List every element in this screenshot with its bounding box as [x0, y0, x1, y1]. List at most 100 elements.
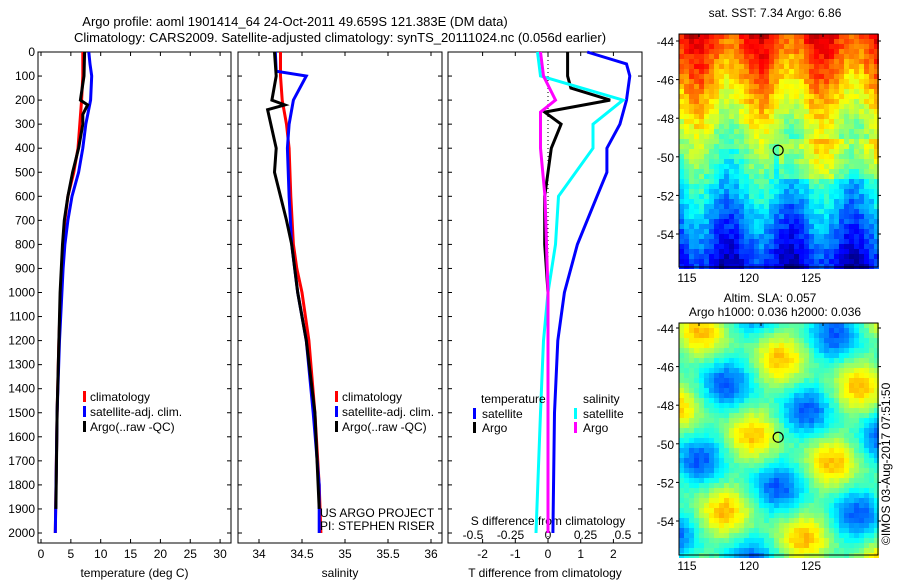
map-cell: [809, 174, 814, 179]
map-cell: [719, 169, 724, 174]
map-cell: [769, 523, 774, 528]
map-cell: [679, 408, 684, 413]
lat-tick-label: -48: [657, 399, 675, 413]
map-cell: [789, 488, 794, 493]
map-cell: [864, 433, 869, 438]
map-cell: [774, 219, 779, 224]
map-cell: [699, 413, 704, 418]
map-cell: [844, 433, 849, 438]
map-cell: [749, 134, 754, 139]
map-cell: [769, 204, 774, 209]
x-tick-label: 5: [68, 547, 75, 561]
map-cell: [714, 338, 719, 343]
map-cell: [869, 458, 874, 463]
map-cell: [854, 428, 859, 433]
map-cell: [774, 448, 779, 453]
map-cell: [869, 149, 874, 154]
map-cell: [834, 214, 839, 219]
map-title: Altim. SLA: 0.057: [724, 291, 817, 305]
map-cell: [699, 518, 704, 523]
map-cell: [774, 59, 779, 64]
map-cell: [774, 214, 779, 219]
map-cell: [694, 124, 699, 129]
map-cell: [744, 513, 749, 518]
map-cell: [864, 348, 869, 353]
map-cell: [869, 189, 874, 194]
map-cell: [854, 533, 859, 538]
map-cell: [779, 518, 784, 523]
map-cell: [839, 513, 844, 518]
map-cell: [734, 209, 739, 214]
map-cell: [709, 224, 714, 229]
map-cell: [859, 49, 864, 54]
y-tick-label: 1400: [8, 382, 35, 396]
map-cell: [689, 383, 694, 388]
map-cell: [844, 59, 849, 64]
map-cell: [719, 433, 724, 438]
map-cell: [699, 508, 704, 513]
map-cell: [704, 448, 709, 453]
map-cell: [739, 49, 744, 54]
map-cell: [734, 463, 739, 468]
map-cell: [734, 458, 739, 463]
map-cell: [819, 229, 824, 234]
map-cell: [719, 159, 724, 164]
map-cell: [854, 69, 859, 74]
map-cell: [709, 528, 714, 533]
map-cell: [734, 393, 739, 398]
map-cell: [799, 254, 804, 259]
map-cell: [864, 418, 869, 423]
map-cell: [759, 259, 764, 264]
map-cell: [844, 254, 849, 259]
map-cell: [819, 473, 824, 478]
map-cell: [819, 503, 824, 508]
map-cell: [754, 254, 759, 259]
map-cell: [854, 478, 859, 483]
map-cell: [694, 398, 699, 403]
map-cell: [819, 438, 824, 443]
map-cell: [689, 333, 694, 338]
lat-tick-label: -48: [657, 112, 675, 126]
map-cell: [699, 44, 704, 49]
x2-tick-label: -0.25: [497, 528, 525, 542]
map-cell: [719, 259, 724, 264]
map-cell: [834, 403, 839, 408]
map-cell: [759, 44, 764, 49]
map-cell: [724, 503, 729, 508]
map-cell: [729, 433, 734, 438]
map-cell: [834, 209, 839, 214]
map-cell: [724, 493, 729, 498]
series-line-satellite-adj-clim-: [273, 51, 321, 533]
map-cell: [759, 488, 764, 493]
map-cell: [689, 498, 694, 503]
map-cell: [869, 224, 874, 229]
map-cell: [764, 189, 769, 194]
map-cell: [679, 79, 684, 84]
map-cell: [729, 373, 734, 378]
map-cell: [714, 174, 719, 179]
map-cell: [799, 338, 804, 343]
map-cell: [874, 239, 879, 244]
map-cell: [804, 249, 809, 254]
map-cell: [859, 54, 864, 59]
map-cell: [684, 114, 689, 119]
map-cell: [709, 249, 714, 254]
map-cell: [814, 109, 819, 114]
map-cell: [829, 508, 834, 513]
map-cell: [794, 69, 799, 74]
map-cell: [804, 388, 809, 393]
map-cell: [719, 363, 724, 368]
map-cell: [689, 124, 694, 129]
map-cell: [774, 189, 779, 194]
map-cell: [694, 234, 699, 239]
map-cell: [754, 194, 759, 199]
map-cell: [809, 413, 814, 418]
map-cell: [719, 194, 724, 199]
map-cell: [854, 259, 859, 264]
map-cell: [844, 44, 849, 49]
map-cell: [724, 114, 729, 119]
map-cell: [874, 169, 879, 174]
map-cell: [859, 34, 864, 39]
map-cell: [754, 543, 759, 548]
map-cell: [714, 403, 719, 408]
